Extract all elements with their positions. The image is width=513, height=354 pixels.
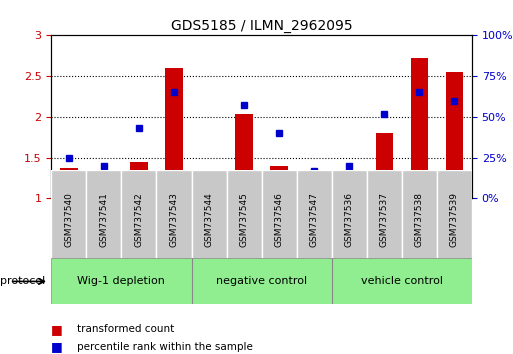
Bar [305, 188, 323, 198]
Bar [165, 68, 183, 198]
Bar [402, 170, 437, 269]
Text: percentile rank within the sample: percentile rank within the sample [77, 342, 253, 352]
Title: GDS5185 / ILMN_2962095: GDS5185 / ILMN_2962095 [171, 19, 352, 33]
Bar [332, 170, 367, 269]
Bar [235, 114, 253, 198]
Text: GSM737547: GSM737547 [310, 192, 319, 247]
Text: vehicle control: vehicle control [361, 276, 443, 286]
Bar [122, 170, 156, 269]
Bar [270, 166, 288, 198]
Bar [446, 72, 463, 198]
Text: GSM737538: GSM737538 [415, 192, 424, 247]
Text: negative control: negative control [216, 276, 307, 286]
Bar [227, 170, 262, 269]
Bar [60, 168, 77, 198]
Text: transformed count: transformed count [77, 324, 174, 334]
Bar [341, 176, 358, 198]
Text: ■: ■ [51, 341, 63, 353]
Bar [200, 190, 218, 198]
Bar [130, 161, 148, 198]
Text: GSM737536: GSM737536 [345, 192, 354, 247]
Text: GSM737537: GSM737537 [380, 192, 389, 247]
Text: Wig-1 depletion: Wig-1 depletion [77, 276, 165, 286]
Text: protocol: protocol [0, 276, 45, 286]
Bar [51, 170, 86, 269]
Text: GSM737541: GSM737541 [100, 192, 108, 247]
Bar [191, 170, 227, 269]
Bar [297, 170, 332, 269]
Bar [437, 170, 472, 269]
Text: ■: ■ [51, 323, 63, 336]
Text: GSM737546: GSM737546 [274, 192, 284, 247]
Text: GSM737544: GSM737544 [205, 192, 213, 247]
Text: GSM737545: GSM737545 [240, 192, 249, 247]
Bar [410, 58, 428, 198]
Bar [86, 170, 122, 269]
Bar [156, 170, 191, 269]
Text: GSM737543: GSM737543 [169, 192, 179, 247]
Text: GSM737540: GSM737540 [64, 192, 73, 247]
Bar [367, 170, 402, 269]
Bar [95, 178, 113, 198]
Text: GSM737542: GSM737542 [134, 192, 144, 247]
Text: GSM737539: GSM737539 [450, 192, 459, 247]
Bar [262, 170, 297, 269]
Bar [376, 133, 393, 198]
